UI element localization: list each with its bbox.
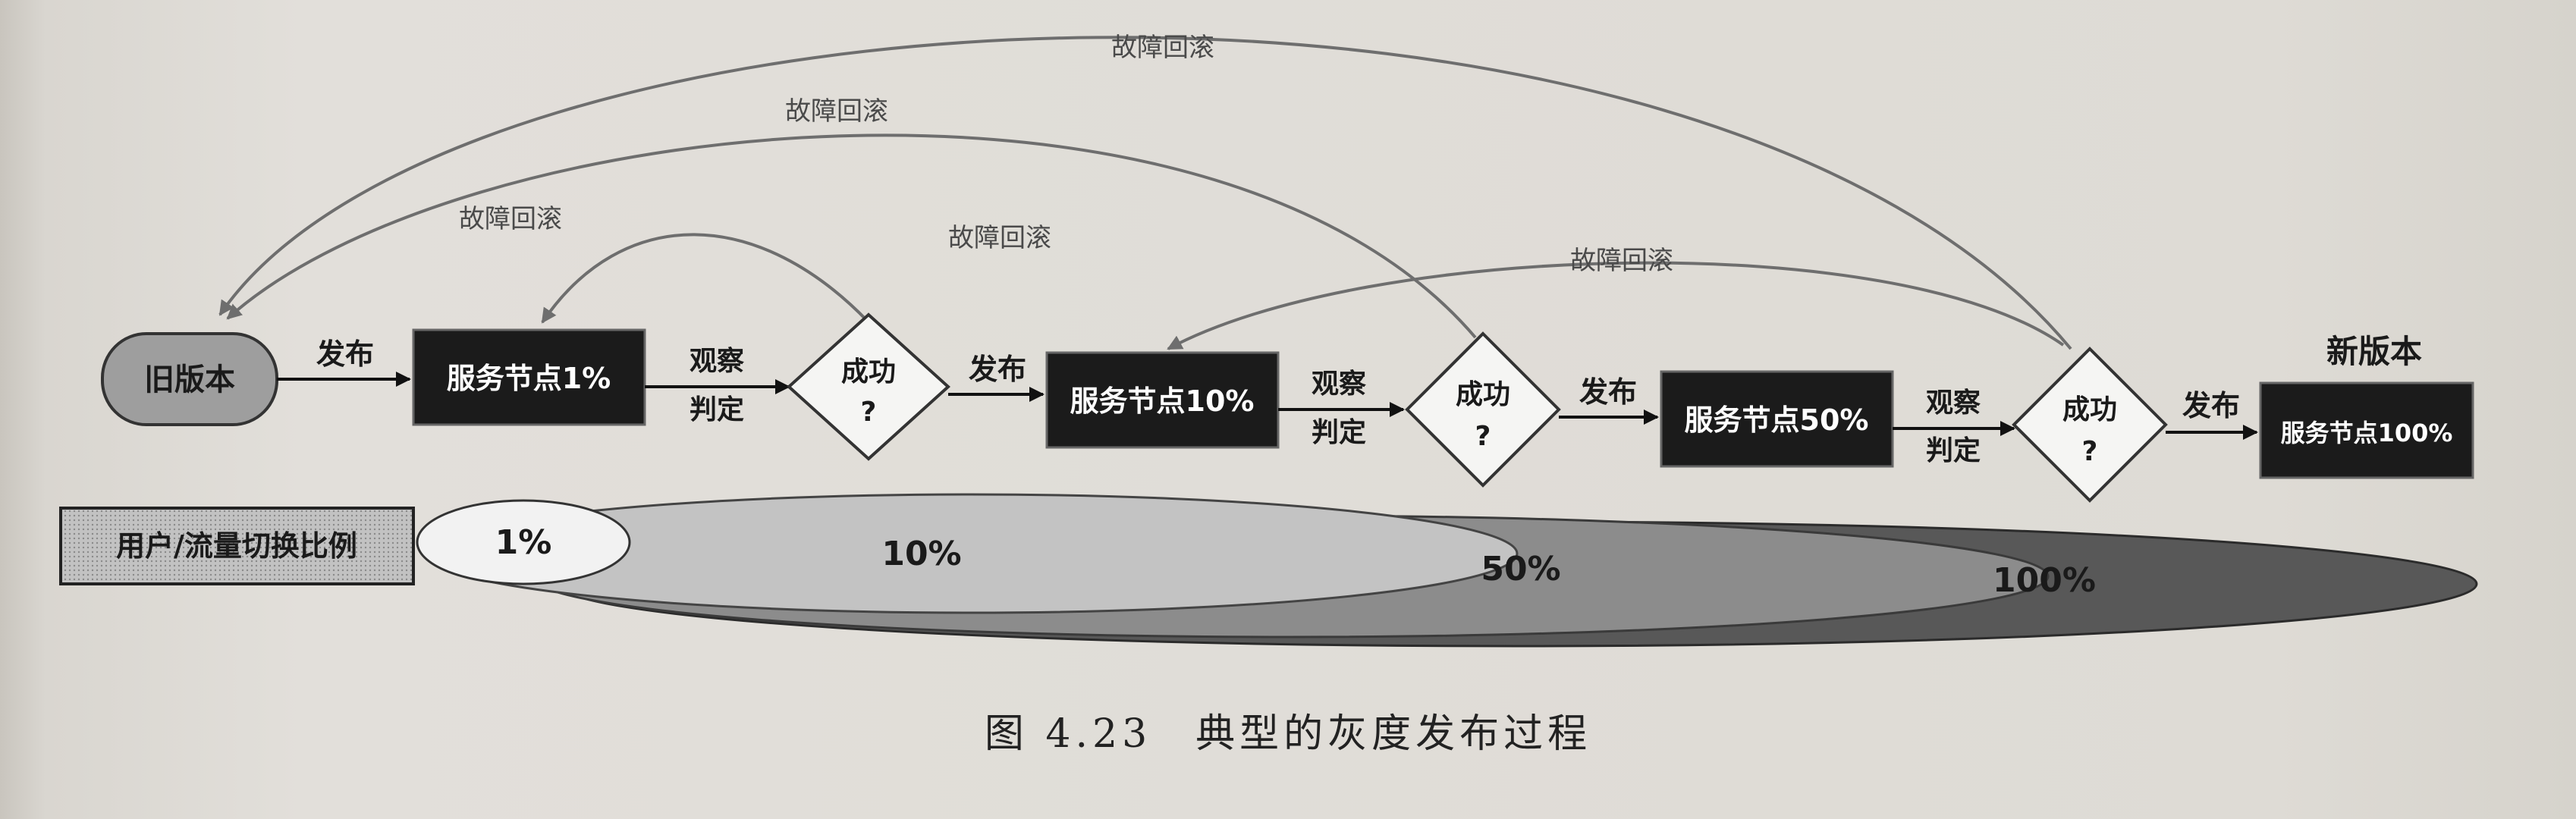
text-element: 服务节点10% [1070, 384, 1255, 418]
rollback-label-2: 故障回滚 [785, 96, 888, 127]
ratio-label-text: 用户/流量切换比例 [116, 529, 357, 563]
observe-label-3b: 判定 [1926, 435, 1981, 466]
rollback-label-4: 故障回滚 [948, 223, 1051, 253]
service-node-1 [412, 328, 646, 426]
text-element: ? [2082, 436, 2098, 467]
rollback-arc-10 [541, 233, 874, 328]
ratio-50-text: 50% [1481, 550, 1560, 588]
publish-label-4: 发布 [2182, 389, 2240, 422]
success-decision-3 [2012, 347, 2168, 503]
observe-label-1b: 判定 [690, 394, 744, 425]
ratio-label-box [59, 507, 415, 585]
publish-label-1: 发布 [316, 337, 374, 371]
publish-label-3: 发布 [1579, 375, 1637, 409]
ratio-1-text: 1% [495, 523, 552, 562]
text-element: 服务节点100% [2281, 419, 2453, 447]
observe-label-2b: 判定 [1312, 417, 1366, 448]
old-version-label: 旧版本 [144, 362, 235, 397]
text-element: 服务节点1% [447, 362, 611, 395]
publish-label-2: 发布 [969, 353, 1026, 386]
text-element: 成功 [841, 356, 896, 388]
observe-label-3a: 观察 [1926, 388, 1981, 419]
text-element: 服务节点50% [1685, 403, 1869, 437]
rollback-label-top: 故障回滚 [1111, 33, 1214, 63]
rollback-arc-50 [226, 133, 1477, 339]
service-node-50 [1660, 370, 1894, 468]
text-element: ? [1475, 421, 1491, 452]
text-element: 成功 [2062, 394, 2117, 425]
rollback-label-3: 故障回滚 [459, 204, 562, 234]
text-element: 成功 [1456, 379, 1510, 410]
figure-caption: 图 4.23 典型的灰度发布过程 [985, 711, 1591, 757]
text-element: ? [861, 397, 877, 428]
ratio-100-text: 100% [1993, 561, 2096, 600]
observe-label-1a: 观察 [690, 346, 744, 377]
service-node-10 [1045, 351, 1280, 449]
rollback-arc-100 [218, 36, 2072, 350]
ratio-10-text: 10% [881, 535, 961, 573]
rollback-label-5: 故障回滚 [1570, 246, 1673, 276]
new-version-title: 新版本 [2326, 333, 2422, 370]
service-node-100 [2259, 381, 2474, 479]
ratio-ellipse-1 [416, 499, 631, 585]
rollback-arc-1 [1167, 261, 2065, 350]
observe-label-2a: 观察 [1312, 369, 1366, 400]
success-decision-2 [1405, 331, 1561, 488]
success-decision-1 [787, 312, 950, 461]
